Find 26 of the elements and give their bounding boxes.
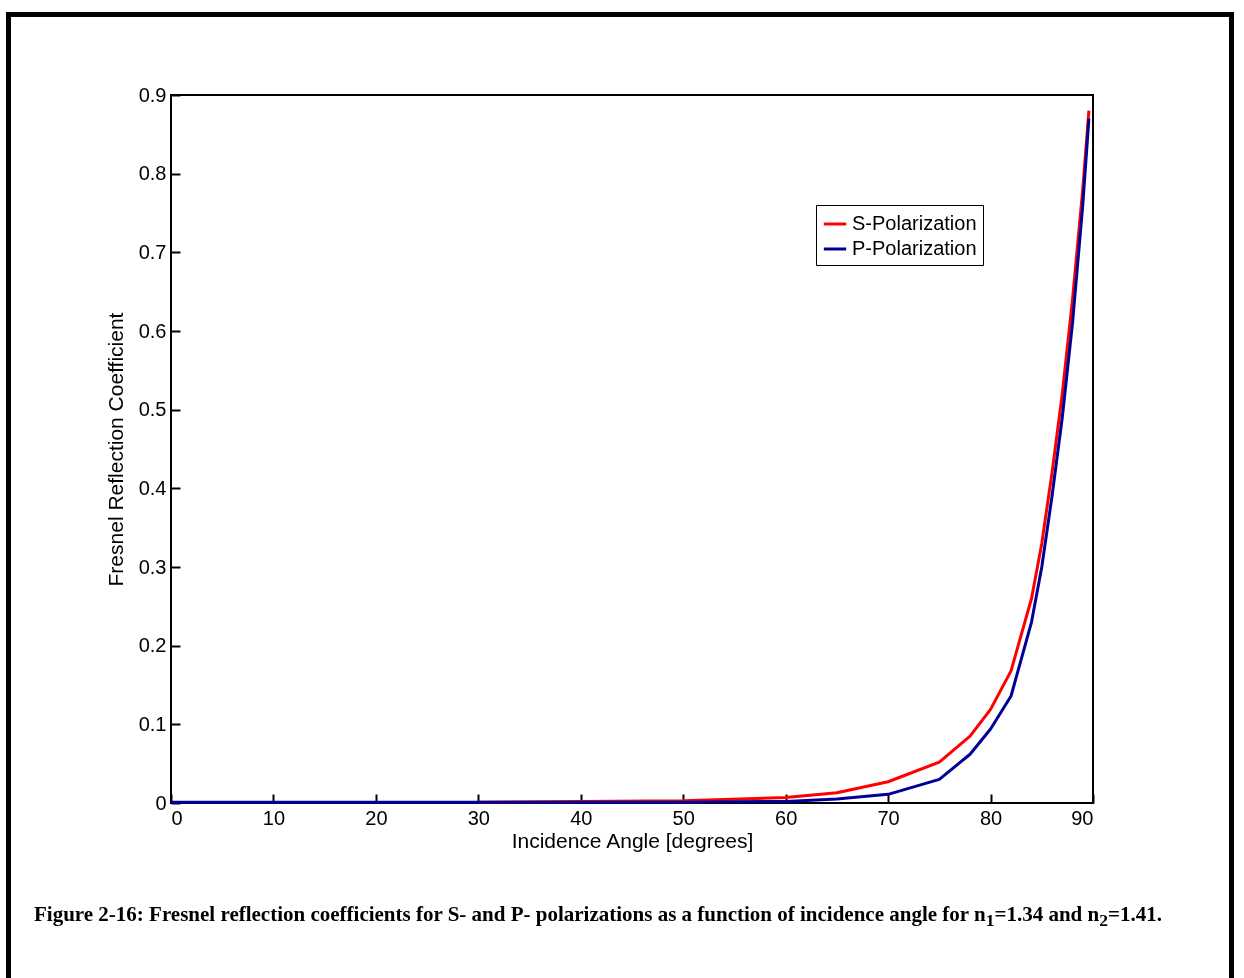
x-tick-label: 0 (171, 806, 183, 829)
x-tick-label: 50 (672, 806, 695, 829)
x-tick-label: 40 (570, 806, 593, 829)
y-axis-title: Fresnel Reflection Coefficient (103, 312, 127, 587)
y-tick-label: 0.7 (138, 240, 167, 263)
y-tick-label: 0.4 (138, 476, 167, 499)
line-series (169, 117, 1091, 804)
x-tick-label: 60 (775, 806, 798, 829)
x-tick-label: 30 (467, 806, 490, 829)
legend-label: S-Polarization (852, 212, 977, 234)
y-tick-label: 0 (155, 791, 167, 814)
y-tick-label: 0.9 (138, 83, 167, 106)
y-tick-label: 0.8 (138, 162, 167, 185)
caption: Figure 2-16: Fresnel reflection coefficients for S- and P- polarizations as a function of incidence angle for n$_{1}$=1.34 and n$_{2}$=1.41. (34, 901, 1163, 933)
y-tick-label: 0.3 (138, 555, 167, 578)
y-tick-label: 0.5 (138, 398, 167, 421)
x-tick-label: 20 (365, 806, 388, 829)
y-tick-label: 0.1 (138, 712, 167, 735)
x-tick-label: 70 (877, 806, 900, 829)
x-tick-label: 80 (979, 806, 1003, 829)
x-tick-label: 10 (262, 806, 286, 829)
y-tick-label: 0.6 (138, 319, 167, 342)
x-axis-title: Incidence Angle [degrees] (511, 828, 754, 852)
legend-label: P-Polarization (852, 237, 977, 259)
x-tick-label: 90 (1071, 806, 1094, 829)
y-tick-label: 0.2 (138, 634, 167, 657)
